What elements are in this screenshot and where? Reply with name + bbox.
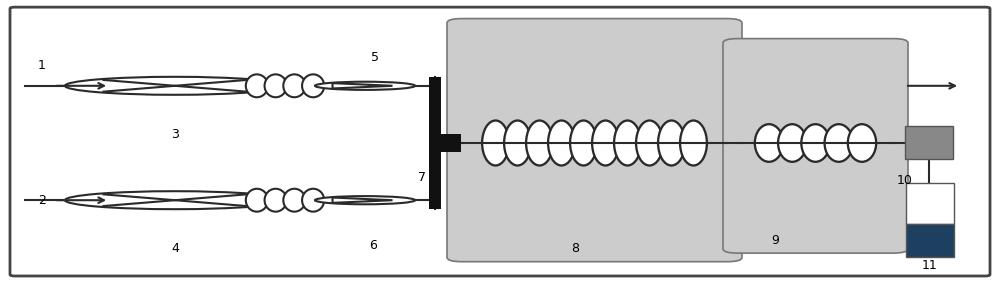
Text: 1: 1 — [38, 59, 46, 72]
Text: 6: 6 — [369, 239, 377, 253]
Ellipse shape — [283, 189, 305, 212]
Polygon shape — [332, 83, 392, 88]
Ellipse shape — [246, 189, 268, 212]
Ellipse shape — [302, 74, 324, 97]
Text: 3: 3 — [171, 128, 179, 141]
Text: 11: 11 — [922, 259, 938, 273]
Ellipse shape — [283, 74, 305, 97]
Ellipse shape — [504, 120, 531, 166]
Text: 4: 4 — [171, 242, 179, 255]
Ellipse shape — [265, 74, 287, 97]
Text: 7: 7 — [418, 171, 426, 184]
Ellipse shape — [570, 120, 597, 166]
Ellipse shape — [315, 82, 415, 90]
Ellipse shape — [592, 120, 619, 166]
Polygon shape — [332, 198, 392, 203]
FancyBboxPatch shape — [906, 224, 954, 257]
Ellipse shape — [65, 191, 285, 209]
Ellipse shape — [825, 124, 853, 162]
FancyBboxPatch shape — [10, 7, 990, 276]
FancyBboxPatch shape — [723, 39, 908, 253]
Ellipse shape — [246, 74, 268, 97]
Ellipse shape — [636, 120, 663, 166]
FancyBboxPatch shape — [906, 183, 954, 224]
Ellipse shape — [801, 124, 830, 162]
Ellipse shape — [302, 189, 324, 212]
Ellipse shape — [680, 120, 707, 166]
Ellipse shape — [65, 77, 285, 95]
Ellipse shape — [848, 124, 876, 162]
Ellipse shape — [778, 124, 806, 162]
FancyBboxPatch shape — [447, 19, 742, 262]
Text: 10: 10 — [897, 174, 913, 187]
Text: 2: 2 — [38, 194, 46, 207]
Text: 9: 9 — [771, 234, 779, 247]
FancyBboxPatch shape — [441, 134, 461, 152]
Text: 8: 8 — [571, 242, 579, 255]
FancyBboxPatch shape — [905, 126, 953, 159]
Ellipse shape — [614, 120, 641, 166]
Ellipse shape — [755, 124, 783, 162]
FancyBboxPatch shape — [429, 77, 441, 209]
Ellipse shape — [658, 120, 685, 166]
Text: 5: 5 — [371, 51, 379, 64]
Ellipse shape — [548, 120, 575, 166]
Ellipse shape — [315, 196, 415, 204]
Ellipse shape — [265, 189, 287, 212]
Ellipse shape — [526, 120, 553, 166]
Ellipse shape — [482, 120, 509, 166]
